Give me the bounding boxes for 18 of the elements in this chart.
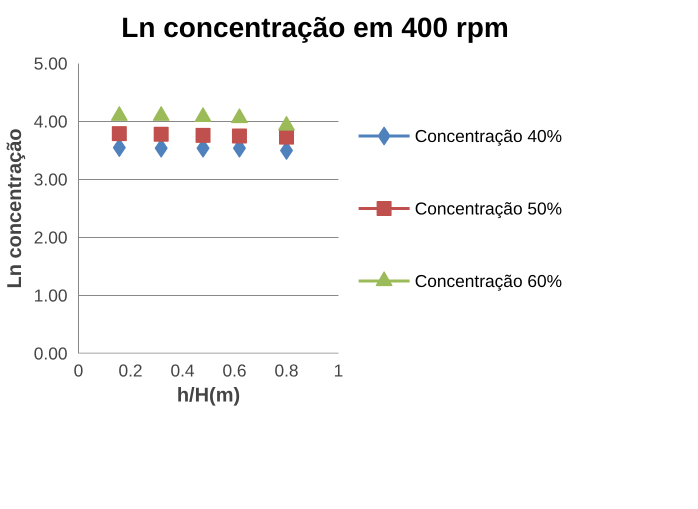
y-tick-label: 1.00 (34, 286, 68, 306)
legend-label: Concentração 50% (414, 198, 562, 218)
y-axis-title: Ln concentração (4, 128, 26, 289)
x-tick-label: 0.4 (170, 360, 195, 380)
x-axis-title: h/H(m) (176, 384, 240, 406)
y-tick-label: 0.00 (34, 344, 68, 364)
y-tick-label: 2.00 (34, 228, 68, 248)
y-tick-label: 4.00 (34, 112, 68, 132)
x-tick-label: 1 (334, 360, 344, 380)
y-tick-label: 5.00 (34, 54, 68, 74)
y-tick-label: 3.00 (34, 170, 68, 190)
legend-label: Concentração 60% (414, 271, 562, 291)
x-tick-label: 0 (74, 360, 84, 380)
x-tick-label: 0.8 (274, 360, 299, 380)
x-tick-label: 0.2 (118, 360, 143, 380)
chart-title: Ln concentração em 400 rpm (121, 11, 509, 45)
x-tick-label: 0.6 (222, 360, 247, 380)
legend-label: Concentração 40% (414, 126, 562, 146)
